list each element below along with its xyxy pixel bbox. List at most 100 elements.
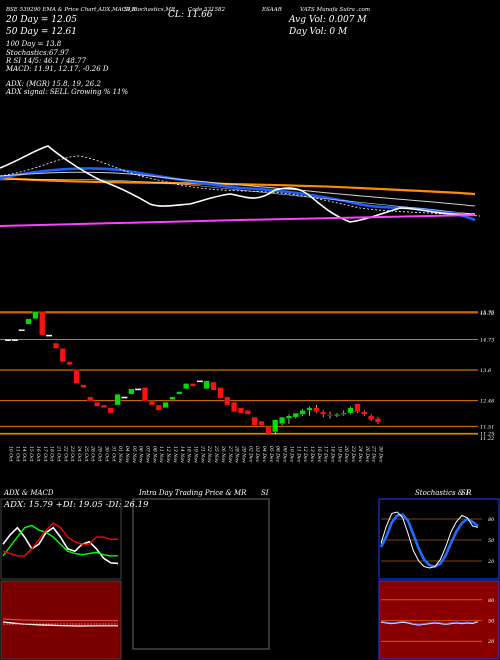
date-tick-label: 18 Nov	[186, 446, 192, 463]
ema-20: 20 Day = 12.05	[6, 15, 78, 25]
date-tick-label: 22 Nov	[206, 445, 212, 463]
site-name: VATS Munafa Sutra .com	[300, 7, 371, 13]
stoch-panel-title: Stochastics & R	[415, 489, 472, 497]
date-tick-label: 05 Nov	[131, 446, 137, 463]
date-tick-label: 18 Oct	[49, 446, 55, 462]
candle-body	[121, 396, 128, 399]
candle-body	[279, 416, 286, 424]
candle-body	[210, 381, 217, 391]
macd-signal-line	[2, 618, 118, 622]
ema-20-line	[0, 167, 476, 222]
date-tick-label: 31 Oct	[110, 446, 116, 462]
date-tick-label: 30 Dec	[378, 446, 384, 463]
stock-code: Code 531582	[188, 7, 226, 13]
candle-body	[128, 388, 135, 395]
date-tick-label: 04 Nov	[124, 446, 130, 463]
rsi-level-label: 80	[488, 598, 495, 604]
date-tick-label: 11 Dec	[295, 446, 301, 463]
date-tick-label: 26 Dec	[364, 445, 370, 463]
stoch-k-line	[380, 511, 479, 569]
date-tick-label: 10 Dec	[288, 446, 294, 463]
candle-body	[162, 402, 169, 408]
ema-chart	[0, 145, 481, 227]
candle-body	[258, 421, 265, 426]
candle-body	[203, 380, 210, 389]
candle-body	[327, 414, 333, 416]
date-tick-label: 05 Dec	[268, 446, 274, 463]
date-tick-label: 19 Nov	[193, 446, 199, 463]
date-tick-label: 22 Oct	[62, 445, 68, 462]
stochastics-panel	[378, 498, 500, 580]
candle-body	[196, 380, 203, 383]
date-tick-label: 21 Oct	[55, 445, 61, 462]
candle-body	[25, 318, 32, 325]
ema-50-line	[0, 171, 476, 207]
date-tick-label: 20 Dec	[343, 445, 349, 463]
adx-panel-title: ADX & MACD	[4, 489, 54, 497]
stoch-panel-title-rsi: SI	[461, 489, 469, 497]
candle-body	[238, 407, 244, 414]
date-tick-label: 28 Oct	[90, 445, 96, 462]
adx-signal: ADX signal: SELL Growing % 11%	[6, 88, 129, 96]
rsi-level-label: 20	[487, 639, 495, 645]
date-tick-label: 02 Dec	[247, 446, 253, 463]
candle-body	[176, 391, 183, 395]
candle-body	[53, 342, 59, 349]
date-tick-label: 06 Nov	[138, 446, 144, 463]
stoch-d-line	[379, 513, 479, 568]
adx-value: ADX: (MGR) 15.8, 19, 26.2	[6, 80, 101, 88]
long-term-line	[0, 214, 476, 227]
rsi-panel	[378, 580, 500, 660]
header-indicators: SI,Stochastics,MR	[124, 7, 176, 13]
candle-body	[18, 329, 25, 331]
adx-line	[2, 526, 119, 565]
candle-body	[217, 387, 224, 399]
rsi-value: R SI 14/5: 46.1 / 48.77	[6, 57, 87, 65]
candle-body	[183, 383, 190, 389]
date-tick-label: 16 Dec	[316, 446, 322, 463]
date-tick-label: 24 Oct	[76, 445, 82, 462]
ema-100-line	[0, 176, 476, 196]
date-tick-label: 11 Nov	[158, 446, 164, 463]
candle-body	[100, 404, 107, 408]
stock-name: ESAAR	[262, 7, 282, 13]
date-tick-label: 19 Dec	[336, 446, 342, 463]
di-line	[2, 522, 119, 557]
date-tick-label: 11 Oct	[14, 446, 20, 462]
date-tick-label: 12 Dec	[302, 446, 308, 463]
day-volume: Day Vol: 0 M	[289, 27, 348, 37]
candle-body	[347, 407, 354, 414]
candle-body	[114, 394, 121, 406]
intraday-panel-title: Intra Day Trading Price & MR	[139, 489, 247, 497]
candle-body	[66, 361, 73, 365]
date-tick-label: 04 Dec	[261, 446, 267, 463]
candle-body	[333, 414, 340, 416]
candle-body	[272, 419, 279, 433]
candle-body	[265, 426, 272, 434]
candle-body	[148, 400, 155, 406]
candle-body	[224, 396, 231, 406]
date-tick-label: 27 Dec	[371, 445, 377, 463]
candle-body	[375, 418, 381, 423]
date-tick-label: 26 Nov	[220, 445, 226, 463]
candle-body	[169, 396, 176, 400]
price-level-label: 11.22	[480, 436, 494, 442]
date-tick-label: 27 Nov	[227, 445, 233, 463]
date-tick-label: 25 Oct	[83, 445, 89, 462]
price-level-label: 12.46	[480, 399, 495, 405]
date-tick-label: 17 Dec	[323, 446, 329, 463]
candle-body	[292, 412, 299, 418]
date-tick-label: 29 Nov	[240, 445, 246, 463]
candle-body	[285, 415, 292, 419]
price-level-label: 11.25	[480, 431, 494, 437]
candle-body	[361, 411, 368, 415]
date-tick-label: 06 Dec	[275, 446, 281, 463]
price-level-label: 11.51	[480, 424, 494, 430]
rsi-level-label: 50	[488, 619, 495, 625]
price-level-label: 14.73	[480, 338, 494, 344]
candle-body	[46, 334, 53, 337]
date-tick-label: 28 Nov	[234, 445, 240, 463]
